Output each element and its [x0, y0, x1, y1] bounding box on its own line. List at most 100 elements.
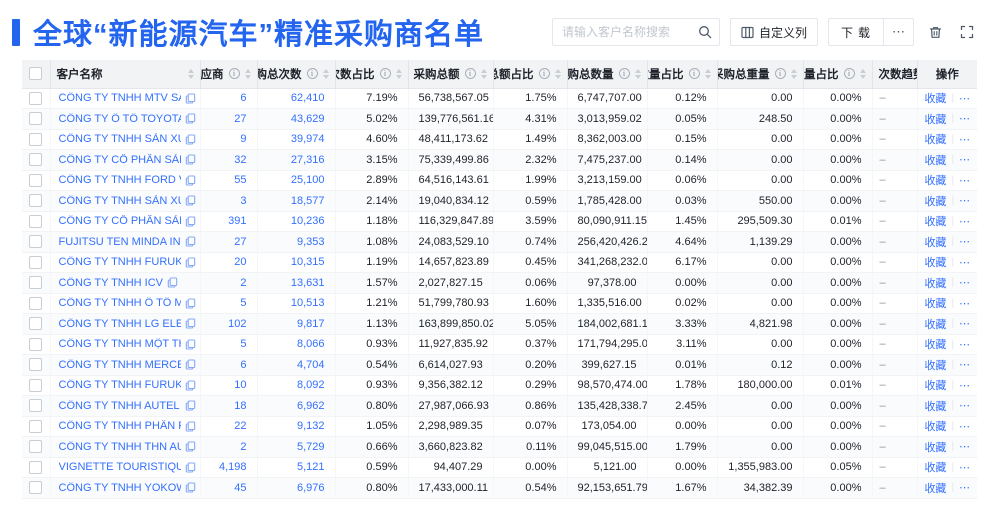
customer-name-link[interactable]: CÔNG TY TNHH FORD VIỆT NAM: [58, 174, 181, 187]
favorite-button[interactable]: 收藏: [924, 113, 947, 126]
row-checkbox[interactable]: [29, 419, 43, 433]
row-more-button[interactable]: ⋯: [959, 215, 971, 228]
row-checkbox[interactable]: [29, 112, 43, 126]
favorite-button[interactable]: 收藏: [924, 236, 947, 249]
column-header-purchase-qty[interactable]: 采购总数量: [567, 60, 648, 89]
customer-name-link[interactable]: CÔNG TY TNHH Ô TÔ MITSUBI...: [58, 297, 181, 310]
customer-name-link[interactable]: FUJITSU TEN MINDA INDIA PVT...: [58, 235, 181, 248]
row-more-button[interactable]: ⋯: [959, 379, 971, 392]
copy-icon[interactable]: [185, 236, 196, 247]
customer-name-link[interactable]: CÔNG TY TNHH FURUKAWA A...: [58, 256, 181, 269]
sort-icon[interactable]: [480, 68, 487, 79]
favorite-button[interactable]: 收藏: [924, 462, 947, 475]
download-button[interactable]: 下载: [827, 18, 884, 46]
customer-name-link[interactable]: CÔNG TY TNHH SẢN XUẤT VÀ ...: [58, 133, 181, 146]
row-checkbox[interactable]: [29, 296, 43, 310]
row-more-button[interactable]: ⋯: [959, 441, 971, 454]
copy-icon[interactable]: [185, 441, 196, 452]
favorite-button[interactable]: 收藏: [924, 359, 947, 372]
customize-columns-button[interactable]: 自定义列: [729, 18, 818, 46]
copy-icon[interactable]: [185, 298, 196, 309]
row-checkbox[interactable]: [29, 255, 43, 269]
row-checkbox[interactable]: [29, 399, 43, 413]
copy-icon[interactable]: [185, 380, 196, 391]
customer-name-link[interactable]: CÔNG TY CỔ PHẦN SẢN XUẤT...: [58, 215, 181, 228]
info-icon[interactable]: [843, 68, 855, 80]
favorite-button[interactable]: 收藏: [924, 339, 947, 352]
row-more-button[interactable]: ⋯: [959, 236, 971, 249]
sort-icon[interactable]: [554, 68, 561, 79]
fullscreen-button[interactable]: [956, 21, 978, 43]
row-checkbox[interactable]: [29, 91, 43, 105]
customer-name-link[interactable]: CÔNG TY TNHH AUTEL VIỆT N...: [58, 399, 181, 412]
info-icon[interactable]: [774, 68, 786, 80]
row-checkbox[interactable]: [29, 358, 43, 372]
info-icon[interactable]: [618, 68, 630, 80]
row-more-button[interactable]: ⋯: [959, 318, 971, 331]
row-more-button[interactable]: ⋯: [959, 420, 971, 433]
favorite-button[interactable]: 收藏: [924, 482, 947, 495]
delete-button[interactable]: [924, 21, 946, 43]
favorite-button[interactable]: 收藏: [924, 175, 947, 188]
customer-name-link[interactable]: CÔNG TY TNHH PHÂN PHỐI T...: [58, 420, 181, 433]
favorite-button[interactable]: 收藏: [924, 441, 947, 454]
favorite-button[interactable]: 收藏: [924, 380, 947, 393]
sort-icon[interactable]: [322, 68, 329, 79]
copy-icon[interactable]: [185, 93, 196, 104]
row-more-button[interactable]: ⋯: [959, 154, 971, 167]
copy-icon[interactable]: [185, 359, 196, 370]
row-checkbox[interactable]: [29, 173, 43, 187]
row-checkbox[interactable]: [29, 214, 43, 228]
row-more-button[interactable]: ⋯: [959, 92, 971, 105]
customer-name-link[interactable]: CÔNG TY TNHH THN AUTOPAR...: [58, 440, 181, 453]
customer-name-link[interactable]: CÔNG TY TNHH FURUKAWA A...: [58, 379, 181, 392]
sort-icon[interactable]: [790, 68, 797, 79]
row-more-button[interactable]: ⋯: [959, 338, 971, 351]
info-icon[interactable]: [688, 68, 700, 80]
search-input[interactable]: [551, 18, 720, 46]
sort-icon[interactable]: [859, 68, 866, 79]
row-more-button[interactable]: ⋯: [959, 133, 971, 146]
row-more-button[interactable]: ⋯: [959, 400, 971, 413]
column-header-suppliers[interactable]: 供应商: [200, 60, 258, 89]
favorite-button[interactable]: 收藏: [924, 421, 947, 434]
customer-name-link[interactable]: CÔNG TY TNHH MỘT THÀNH V...: [58, 338, 181, 351]
column-header-purchase-amount[interactable]: 采购总额: [408, 60, 494, 89]
customer-name-link[interactable]: CÔNG TY TNHH YOKOWO VIỆT...: [58, 481, 181, 494]
customer-name-link[interactable]: CÔNG TY TNHH LG ELECTRON...: [58, 317, 181, 330]
favorite-button[interactable]: 收藏: [924, 216, 947, 229]
row-checkbox[interactable]: [29, 317, 43, 331]
info-icon[interactable]: [228, 68, 240, 80]
favorite-button[interactable]: 收藏: [924, 298, 947, 311]
copy-icon[interactable]: [185, 318, 196, 329]
customer-name-link[interactable]: CÔNG TY Ô TÔ TOYOTA VIỆT ...: [58, 112, 181, 125]
favorite-button[interactable]: 收藏: [924, 134, 947, 147]
row-more-button[interactable]: ⋯: [959, 195, 971, 208]
row-more-button[interactable]: ⋯: [959, 256, 971, 269]
row-checkbox[interactable]: [29, 132, 43, 146]
row-checkbox[interactable]: [29, 337, 43, 351]
copy-icon[interactable]: [185, 339, 196, 350]
toolbar-more-button[interactable]: ⋯: [884, 18, 914, 46]
column-header-name[interactable]: 客户名称: [50, 60, 201, 89]
customer-name-link[interactable]: CÔNG TY TNHH ICV: [58, 276, 164, 289]
sort-icon[interactable]: [244, 68, 251, 79]
copy-icon[interactable]: [185, 154, 196, 165]
column-header-amount-pct[interactable]: 总额占比: [493, 60, 568, 89]
favorite-button[interactable]: 收藏: [924, 154, 947, 167]
favorite-button[interactable]: 收藏: [924, 400, 947, 413]
row-checkbox[interactable]: [29, 440, 43, 454]
copy-icon[interactable]: [185, 113, 196, 124]
info-icon[interactable]: [538, 68, 550, 80]
customer-name-link[interactable]: CÔNG TY TNHH MTV SẢN XUẤ...: [58, 92, 181, 105]
copy-icon[interactable]: [185, 195, 196, 206]
row-checkbox[interactable]: [29, 378, 43, 392]
column-header-weight-pct[interactable]: 重量占比: [803, 60, 873, 89]
row-checkbox[interactable]: [29, 235, 43, 249]
copy-icon[interactable]: [185, 400, 196, 411]
customer-name-link[interactable]: CÔNG TY CỔ PHẦN SẢN XUẤT...: [58, 153, 181, 166]
row-checkbox[interactable]: [29, 481, 43, 495]
sort-icon[interactable]: [395, 68, 402, 79]
row-checkbox[interactable]: [29, 194, 43, 208]
customer-name-link[interactable]: CÔNG TY TNHH MERCEDES-B...: [58, 358, 181, 371]
